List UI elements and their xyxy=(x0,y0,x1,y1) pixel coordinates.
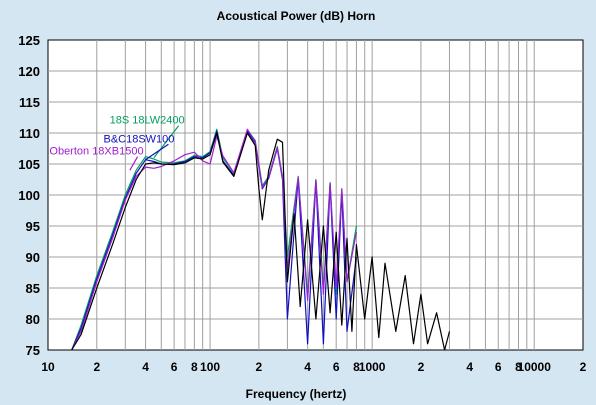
series-line-3 xyxy=(71,132,451,351)
y-tick-label-3: 90 xyxy=(26,250,40,265)
x-tick-label-9: 8 xyxy=(353,360,360,374)
x-tick-label-15: 10000 xyxy=(518,360,552,374)
y-tick-label-0: 75 xyxy=(26,343,40,358)
x-tick-label-13: 6 xyxy=(495,360,502,374)
x-tick-label-10: 1000 xyxy=(359,360,386,374)
y-tick-label-9: 120 xyxy=(18,64,40,79)
x-tick-label-14: 8 xyxy=(515,360,522,374)
x-axis-label: Frequency (hertz) xyxy=(246,387,347,401)
y-tick-label-2: 85 xyxy=(26,281,40,296)
series-label-pointer-2 xyxy=(129,156,139,171)
y-tick-label-7: 110 xyxy=(19,126,40,141)
x-tick-label-12: 4 xyxy=(466,360,473,374)
y-tick-label-4: 95 xyxy=(26,219,40,234)
series-label-1: B&C18SW100 xyxy=(103,133,174,145)
x-tick-label-16: 2 xyxy=(580,360,587,374)
chart-title: Acoustical Power (dB) Horn xyxy=(217,9,376,23)
series-label-pointer-0 xyxy=(153,125,180,159)
series-label-2: Oberton 18XB1500 xyxy=(49,146,143,158)
x-tick-label-0: 10 xyxy=(41,360,55,374)
y-tick-labels: 75 80 85 90 95 100 105 110 115 120 125 xyxy=(18,33,40,358)
x-tick-label-5: 100 xyxy=(200,360,220,374)
y-tick-label-6: 105 xyxy=(18,157,40,172)
x-tick-label-8: 6 xyxy=(333,360,340,374)
series-label-0: 18S 18LW2400 xyxy=(110,115,185,127)
grid xyxy=(48,40,583,350)
y-tick-label-10: 125 xyxy=(18,33,40,48)
series-lines xyxy=(71,128,451,351)
x-tick-label-1: 2 xyxy=(93,360,100,374)
y-tick-label-1: 80 xyxy=(26,312,40,327)
series-label-pointer-1 xyxy=(145,143,169,161)
x-tick-label-7: 4 xyxy=(304,360,311,374)
x-tick-label-4: 8 xyxy=(191,360,198,374)
y-tick-label-5: 100 xyxy=(18,188,40,203)
y-tick-label-8: 115 xyxy=(19,95,40,110)
x-tick-label-2: 4 xyxy=(142,360,149,374)
x-tick-label-11: 2 xyxy=(418,360,425,374)
x-tick-label-6: 2 xyxy=(256,360,263,374)
x-tick-label-3: 6 xyxy=(171,360,178,374)
